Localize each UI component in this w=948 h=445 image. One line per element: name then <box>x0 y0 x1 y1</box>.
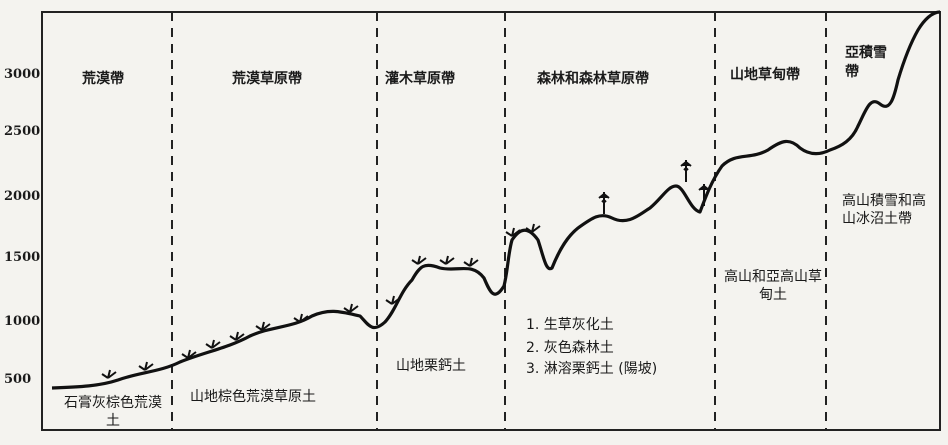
soil-forest-3: 3. 淋溶栗鈣土 (陽坡) <box>526 361 658 377</box>
shrub-mark <box>138 361 154 371</box>
soil-desert: 石膏灰棕色荒漠土 <box>64 395 162 429</box>
shrub-mark <box>463 257 479 267</box>
shrub-mark <box>293 313 309 323</box>
zone-forest: 森林和森林草原帶 <box>537 71 649 87</box>
shrub-mark <box>181 349 197 359</box>
shrub-mark <box>411 255 427 265</box>
soil-forest-2: 2. 灰色森林土 <box>526 340 614 356</box>
zone-meadow: 山地草甸帶 <box>730 67 800 83</box>
shrub-mark <box>525 223 541 233</box>
soil-meadow: 高山和亞高山草甸土 <box>724 269 822 303</box>
shrub-mark <box>439 255 455 265</box>
tree-mark <box>598 192 610 214</box>
shrub-mark <box>255 321 271 331</box>
y-tick-1500: 1500 <box>4 250 41 265</box>
zone-desert: 荒漠帶 <box>82 71 124 87</box>
y-tick-1000: 1000 <box>4 314 41 329</box>
soil-chestnut: 山地栗鈣土 <box>396 358 466 374</box>
soil-desert-steppe: 山地棕色荒漠草原土 <box>190 389 316 405</box>
zone-desert-steppe: 荒漠草原帶 <box>232 71 302 87</box>
shrub-mark <box>101 369 117 379</box>
shrub-mark <box>205 339 221 349</box>
soil-nival: 高山積雪和高山冰沼土帶 <box>842 193 926 227</box>
y-tick-3000: 3000 <box>4 67 41 82</box>
vegetation-symbols <box>101 160 710 379</box>
shrub-mark <box>229 331 245 341</box>
zone-subnival: 亞積雪帶 <box>845 45 887 80</box>
zone-shrub-steppe: 灌木草原帶 <box>385 71 455 87</box>
y-tick-500: 500 <box>4 372 32 387</box>
y-tick-2000: 2000 <box>4 189 41 204</box>
terrain-profile <box>51 10 941 390</box>
tree-mark <box>698 184 710 206</box>
shrub-mark <box>343 303 359 313</box>
shrub-mark <box>385 295 401 305</box>
soil-forest-1: 1. 生草灰化土 <box>526 317 614 333</box>
diagram-frame <box>41 11 941 431</box>
y-tick-2500: 2500 <box>4 124 41 139</box>
tree-mark <box>680 160 692 182</box>
shrub-mark <box>505 227 521 237</box>
